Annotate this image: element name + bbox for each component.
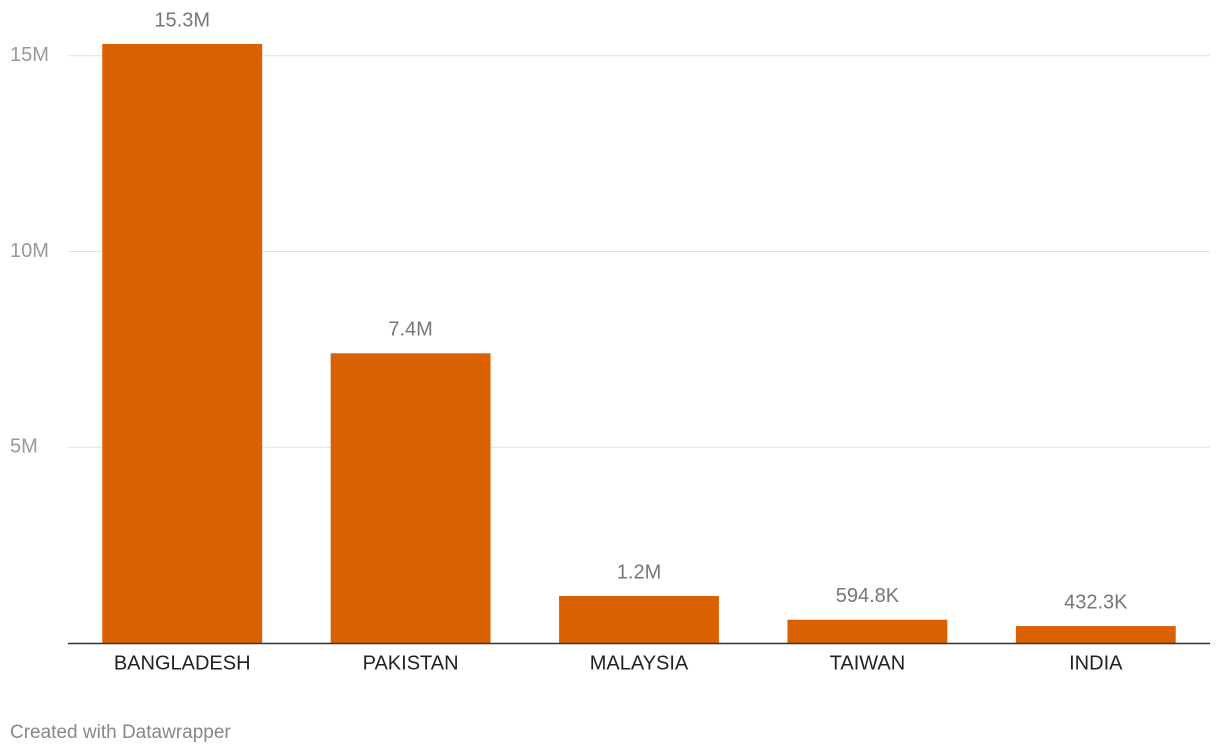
value-label: 1.2M bbox=[617, 561, 661, 583]
x-tick-label: INDIA bbox=[1069, 652, 1123, 674]
y-tick-label: 5M bbox=[10, 436, 38, 458]
y-tick-label: 15M bbox=[10, 44, 49, 66]
footer: Created with Datawrapper bbox=[10, 722, 231, 743]
value-label: 15.3M bbox=[154, 9, 210, 31]
bar bbox=[330, 353, 491, 643]
value-label: 432.3K bbox=[1064, 591, 1128, 613]
value-label: 594.8K bbox=[836, 585, 900, 607]
x-tick-label: PAKISTAN bbox=[363, 652, 459, 674]
bar bbox=[102, 44, 263, 643]
x-tick-label: TAIWAN bbox=[830, 652, 906, 674]
value-label: 7.4M bbox=[388, 319, 432, 341]
x-tick-label: MALAYSIA bbox=[590, 652, 689, 674]
bar bbox=[1015, 626, 1176, 643]
bar bbox=[787, 619, 948, 643]
x-tick-label: BANGLADESH bbox=[114, 652, 251, 674]
y-tick-label: 10M bbox=[10, 240, 49, 262]
bar bbox=[559, 596, 719, 643]
